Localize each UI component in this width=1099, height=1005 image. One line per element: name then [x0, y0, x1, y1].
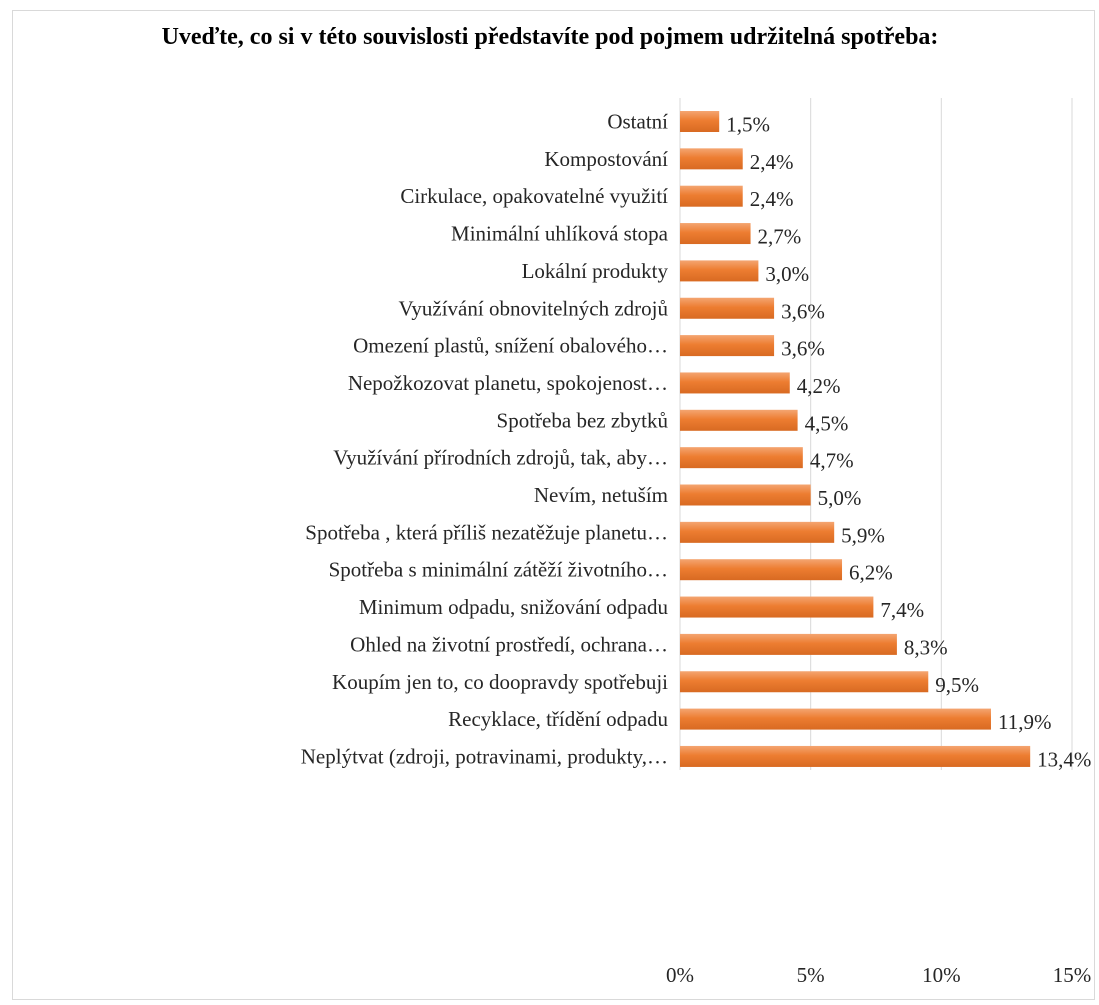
data-label: 5,9%: [841, 523, 885, 547]
data-label: 3,0%: [765, 262, 809, 286]
bar: [680, 260, 759, 282]
x-axis-tick-labels: 0% 5% 10% 15%: [666, 963, 1091, 987]
x-tick-label: 15%: [1053, 963, 1092, 987]
data-label: 7,4%: [880, 598, 924, 622]
category-label: Nevím, netuším: [534, 483, 668, 507]
data-label: 8,3%: [904, 635, 948, 659]
category-label: Ohled na životní prostředí, ochrana…: [350, 632, 668, 656]
category-label: Neplýtvat (zdroji, potravinami, produkty…: [301, 744, 668, 768]
data-label: 4,7%: [810, 449, 854, 473]
data-label: 2,4%: [750, 150, 794, 174]
category-label: Minimální uhlíková stopa: [451, 222, 669, 246]
data-label: 3,6%: [781, 299, 825, 323]
data-labels: 1,5% 2,4% 2,4% 2,7% 3,0% 3,6% 3,6% 4,2% 4,5% 4,7%…: [726, 113, 1091, 772]
category-label: Omezení plastů, snížení obalového…: [353, 334, 668, 358]
category-label: Spotřeba s minimální zátěží životního…: [329, 558, 668, 582]
bar: [680, 223, 751, 245]
category-label: Spotřeba bez zbytků: [497, 408, 669, 432]
x-tick-label: 5%: [797, 963, 825, 987]
bar: [680, 447, 803, 469]
x-tick-label: 10%: [922, 963, 961, 987]
category-label: Cirkulace, opakovatelné využití: [400, 184, 668, 208]
category-label: Využívání přírodních zdrojů, tak, aby…: [333, 446, 668, 470]
category-label: Koupím jen to, co doopravdy spotřebuji: [332, 670, 668, 694]
gridlines: [679, 98, 1073, 770]
bar: [680, 745, 1031, 767]
bar: [680, 297, 775, 319]
bars: [680, 111, 1031, 767]
category-label: Nepožkozovat planetu, spokojenost…: [348, 371, 668, 395]
bar: [680, 596, 874, 618]
data-label: 5,0%: [818, 486, 862, 510]
data-label: 2,4%: [750, 187, 794, 211]
category-labels: Ostatní Kompostování Cirkulace, opakovatel…: [301, 110, 669, 769]
bar: [680, 409, 798, 431]
bar: [680, 335, 775, 357]
data-label: 11,9%: [998, 710, 1051, 734]
data-label: 13,4%: [1037, 747, 1091, 771]
data-label: 6,2%: [849, 561, 893, 585]
bar: [680, 708, 991, 730]
category-label: Minimum odpadu, snižování odpadu: [359, 595, 669, 619]
category-label: Kompostování: [544, 147, 668, 171]
bar: [680, 521, 835, 543]
category-label: Spotřeba , která příliš nezatěžuje plane…: [305, 520, 668, 544]
category-label: Ostatní: [607, 110, 668, 134]
data-label: 9,5%: [935, 673, 979, 697]
chart-title: Uveďte, co si v této souvislosti předsta…: [161, 24, 939, 50]
bar: [680, 633, 897, 655]
bar: [680, 185, 743, 207]
bar: [680, 372, 790, 394]
data-label: 2,7%: [758, 225, 802, 249]
x-tick-label: 0%: [666, 963, 694, 987]
data-label: 1,5%: [726, 113, 770, 137]
bar: [680, 148, 743, 170]
data-label: 4,2%: [797, 374, 841, 398]
bar: [680, 111, 720, 132]
data-label: 3,6%: [781, 337, 825, 361]
chart-frame: [12, 10, 1095, 1000]
category-label: Recyklace, třídění odpadu: [448, 707, 668, 731]
data-label: 4,5%: [805, 411, 849, 435]
category-label: Lokální produkty: [522, 259, 669, 283]
category-label: Využívání obnovitelných zdrojů: [399, 296, 669, 320]
bar: [680, 671, 929, 693]
bar: [680, 484, 811, 506]
bar: [680, 559, 843, 581]
